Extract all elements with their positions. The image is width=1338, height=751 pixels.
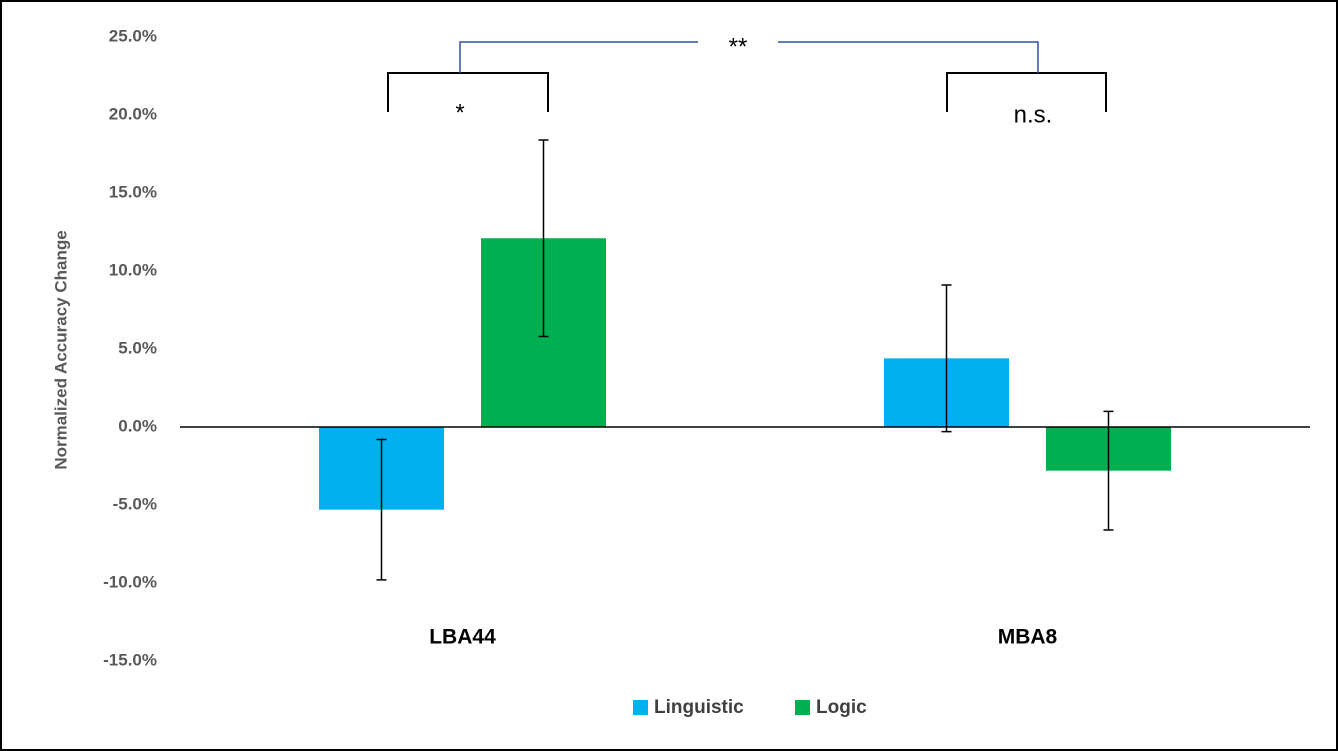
- x-tick-label: LBA44: [429, 626, 496, 649]
- legend-swatch: [795, 700, 810, 715]
- legend-swatch: [633, 700, 648, 715]
- y-tick-label: 0.0%: [118, 416, 157, 435]
- x-tick-label: MBA8: [998, 626, 1058, 649]
- annotation: *: [455, 99, 464, 126]
- error-bar: [941, 284, 952, 433]
- y-tick-label: 20.0%: [109, 104, 157, 123]
- y-tick-label: -10.0%: [103, 572, 157, 591]
- y-tick-label: -15.0%: [103, 650, 157, 669]
- error-bar: [538, 139, 549, 338]
- bracket: [459, 41, 1039, 73]
- legend-label: Logic: [816, 697, 867, 718]
- annotation: **: [729, 33, 748, 60]
- y-tick-label: -5.0%: [113, 494, 157, 513]
- bracket: [387, 72, 549, 112]
- annotation: n.s.: [1014, 101, 1053, 128]
- y-tick-label: 25.0%: [109, 26, 157, 45]
- legend-label: Linguistic: [654, 697, 744, 718]
- y-tick-label: 5.0%: [118, 338, 157, 357]
- error-bar: [376, 438, 387, 581]
- error-bar: [1103, 410, 1114, 531]
- y-tick-label: 15.0%: [109, 182, 157, 201]
- y-tick-label: 10.0%: [109, 260, 157, 279]
- y-axis-label: Normalized Accuracy Change: [51, 230, 70, 469]
- bracket: [946, 72, 1107, 112]
